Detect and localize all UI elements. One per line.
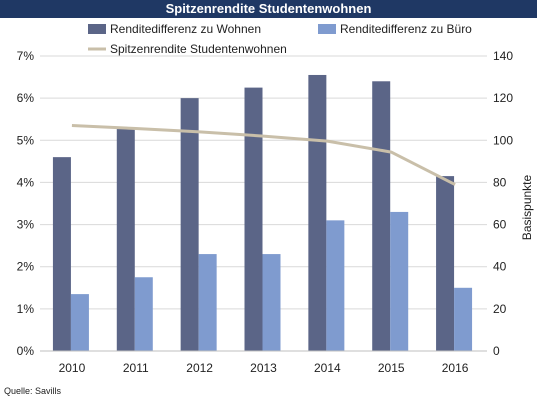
bar [372, 81, 391, 352]
y-right-tick-label: 140 [493, 49, 513, 63]
x-tick-label: 2015 [378, 361, 405, 375]
y-left-tick-label: 6% [17, 91, 35, 105]
bar [70, 294, 89, 351]
y-right-tick-label: 0 [493, 344, 500, 358]
bar [454, 287, 473, 351]
legend: Renditedifferenz zu Wohnen Renditediffere… [88, 22, 472, 56]
y-left-tick-label: 7% [17, 49, 35, 63]
bar [134, 277, 153, 351]
legend-swatch [318, 24, 336, 34]
bar [390, 211, 409, 351]
legend-label: Renditedifferenz zu Büro [340, 22, 472, 36]
y-right-tick-label: 40 [493, 260, 507, 274]
bar [198, 254, 217, 351]
line-series [71, 124, 456, 186]
bar [52, 157, 71, 351]
y-left-tick-label: 5% [17, 133, 35, 147]
y-left-tick-label: 0% [17, 344, 35, 358]
y-left-tick-label: 3% [17, 218, 35, 232]
y-left-tick-label: 2% [17, 260, 35, 274]
chart-title: Spitzenrendite Studentenwohnen [0, 0, 537, 18]
y-right-tick-label: 20 [493, 302, 507, 316]
x-tick-label: 2016 [442, 361, 469, 375]
chart: 0% 1% 2% 3% 4% 5% 6% 7% 0 20 40 60 80 100 120 140 2010 20… [17, 22, 534, 375]
bar [308, 74, 327, 351]
x-tick-label: 2013 [250, 361, 277, 375]
y-right-tick-label: 100 [493, 133, 513, 147]
x-tick-label: 2010 [59, 361, 86, 375]
bar [436, 176, 455, 351]
line-spitzenrendite [71, 124, 456, 186]
y-left-tick-label: 4% [17, 175, 35, 189]
bar [244, 87, 263, 351]
x-tick-label: 2014 [314, 361, 341, 375]
y-right-tick-label: 80 [493, 175, 507, 189]
y-left-tick-label: 1% [17, 302, 35, 316]
y-right-tick-label: 120 [493, 91, 513, 105]
axes: 0% 1% 2% 3% 4% 5% 6% 7% 0 20 40 60 80 100 120 140 2010 20… [17, 49, 534, 375]
bar [180, 98, 199, 352]
x-tick-label: 2012 [186, 361, 213, 375]
bar [116, 127, 135, 352]
x-tick-label: 2011 [123, 361, 149, 375]
y-right-axis-label: Basispunkte [520, 174, 534, 240]
y-right-tick-label: 60 [493, 218, 507, 232]
legend-label: Renditedifferenz zu Wohnen [110, 22, 261, 36]
source-note: Quelle: Savills [4, 386, 62, 396]
bar [326, 220, 345, 351]
legend-label: Spitzenrendite Studentenwohnen [110, 42, 287, 56]
bars [52, 74, 473, 352]
legend-swatch [88, 24, 106, 34]
bar [262, 254, 281, 351]
